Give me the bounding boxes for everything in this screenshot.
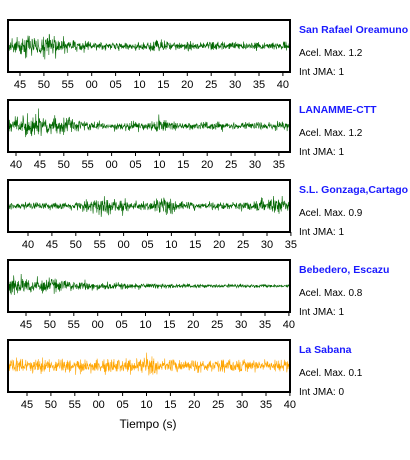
- station-name: San Rafael Oreamuno: [299, 24, 408, 36]
- seismogram-panel: 45 50 55 00 05 10 15 20 25 30 35 40 La Sabana Acel. M…: [7, 339, 363, 411]
- x-tick-label: 35: [253, 79, 265, 91]
- int-jma-label: Int JMA: 1: [299, 147, 344, 158]
- x-tick-label: 30: [236, 399, 248, 411]
- x-tick-label: 05: [129, 159, 141, 171]
- x-tick-label: 10: [139, 319, 151, 331]
- x-tick-label: 05: [141, 239, 153, 251]
- x-tick-label: 00: [86, 79, 98, 91]
- x-tick-label: 25: [237, 239, 249, 251]
- seismogram-panel: 40 45 50 55 00 05 10 15 20 25 30 35 S.L. Gonzaga,Car…: [7, 179, 408, 251]
- x-tick-label: 45: [34, 159, 46, 171]
- x-tick-label: 00: [105, 159, 117, 171]
- x-tick-label: 10: [133, 79, 145, 91]
- waveform-trace: [8, 33, 290, 60]
- x-tick-label: 30: [235, 319, 247, 331]
- x-tick-label: 10: [140, 399, 152, 411]
- x-tick-label: 40: [22, 239, 34, 251]
- waveform-trace: [8, 273, 290, 295]
- x-tick-label: 50: [70, 239, 82, 251]
- x-tick-label: 40: [10, 159, 22, 171]
- x-tick-label: 55: [68, 319, 80, 331]
- x-tick-label: 15: [157, 79, 169, 91]
- x-tick-label: 05: [116, 399, 128, 411]
- plot-frame: [7, 179, 291, 233]
- seismogram-panel: 45 50 55 00 05 10 15 20 25 30 35 40 San Rafael Oream…: [7, 19, 408, 91]
- acel-max-label: Acel. Max. 0.1: [299, 368, 363, 379]
- x-tick-label: 55: [62, 79, 74, 91]
- x-tick-label: 55: [82, 159, 94, 171]
- x-tick-label: 35: [260, 399, 272, 411]
- x-tick-label: 45: [14, 79, 26, 91]
- x-tick-label: 25: [212, 399, 224, 411]
- x-tick-label: 25: [225, 159, 237, 171]
- x-tick-label: 35: [285, 239, 297, 251]
- waveform-trace: [8, 108, 290, 138]
- x-tick-label: 20: [181, 79, 193, 91]
- x-tick-label: 40: [283, 319, 295, 331]
- x-tick-label: 05: [109, 79, 121, 91]
- x-tick-label: 45: [46, 239, 58, 251]
- int-jma-label: Int JMA: 1: [299, 307, 344, 318]
- x-tick-label: 00: [117, 239, 129, 251]
- acel-max-label: Acel. Max. 0.8: [299, 288, 363, 299]
- x-tick-label: 50: [38, 79, 50, 91]
- x-tick-label: 30: [261, 239, 273, 251]
- int-jma-label: Int JMA: 1: [299, 67, 344, 78]
- x-tick-label: 30: [229, 79, 241, 91]
- waveform-trace: [8, 195, 290, 217]
- x-tick-label: 10: [165, 239, 177, 251]
- acel-max-label: Acel. Max. 1.2: [299, 48, 363, 59]
- waveform-trace: [8, 352, 290, 376]
- x-tick-label: 00: [93, 399, 105, 411]
- x-tick-label: 35: [259, 319, 271, 331]
- x-tick-label: 25: [211, 319, 223, 331]
- x-tick-label: 50: [44, 319, 56, 331]
- x-tick-label: 20: [188, 399, 200, 411]
- x-axis-label: Tiempo (s): [120, 417, 177, 431]
- x-tick-label: 55: [69, 399, 81, 411]
- x-tick-label: 35: [273, 159, 285, 171]
- x-tick-label: 15: [177, 159, 189, 171]
- seismogram-panel: 40 45 50 55 00 05 10 15 20 25 30 35 LANAMME-CTT Acel.…: [7, 99, 377, 171]
- int-jma-label: Int JMA: 1: [299, 227, 344, 238]
- station-name: S.L. Gonzaga,Cartago: [299, 184, 408, 196]
- x-tick-label: 20: [213, 239, 225, 251]
- x-tick-label: 50: [45, 399, 57, 411]
- x-tick-label: 45: [21, 399, 33, 411]
- station-name: La Sabana: [299, 344, 352, 356]
- panels-group: 45 50 55 00 05 10 15 20 25 30 35 40 San Rafael Oream…: [7, 19, 408, 411]
- x-tick-label: 40: [277, 79, 289, 91]
- station-name: LANAMME-CTT: [299, 104, 377, 116]
- x-tick-label: 25: [205, 79, 217, 91]
- plot-frame: [7, 259, 291, 313]
- x-tick-label: 15: [189, 239, 201, 251]
- x-tick-label: 55: [94, 239, 106, 251]
- plot-frame: [7, 19, 291, 73]
- x-tick-label: 45: [20, 319, 32, 331]
- seismogram-panel: 45 50 55 00 05 10 15 20 25 30 35 40 Bebedero, Escazu…: [7, 259, 389, 331]
- plot-frame: [7, 99, 291, 153]
- plot-frame: [7, 339, 291, 393]
- x-tick-label: 20: [187, 319, 199, 331]
- x-tick-label: 30: [249, 159, 261, 171]
- acel-max-label: Acel. Max. 0.9: [299, 208, 363, 219]
- x-tick-label: 40: [284, 399, 296, 411]
- x-tick-label: 50: [58, 159, 70, 171]
- x-tick-label: 10: [153, 159, 165, 171]
- int-jma-label: Int JMA: 0: [299, 387, 344, 398]
- station-name: Bebedero, Escazu: [299, 264, 389, 276]
- x-tick-label: 20: [201, 159, 213, 171]
- x-tick-label: 00: [92, 319, 104, 331]
- x-tick-label: 15: [164, 399, 176, 411]
- acel-max-label: Acel. Max. 1.2: [299, 128, 363, 139]
- x-tick-label: 05: [115, 319, 127, 331]
- x-tick-label: 15: [163, 319, 175, 331]
